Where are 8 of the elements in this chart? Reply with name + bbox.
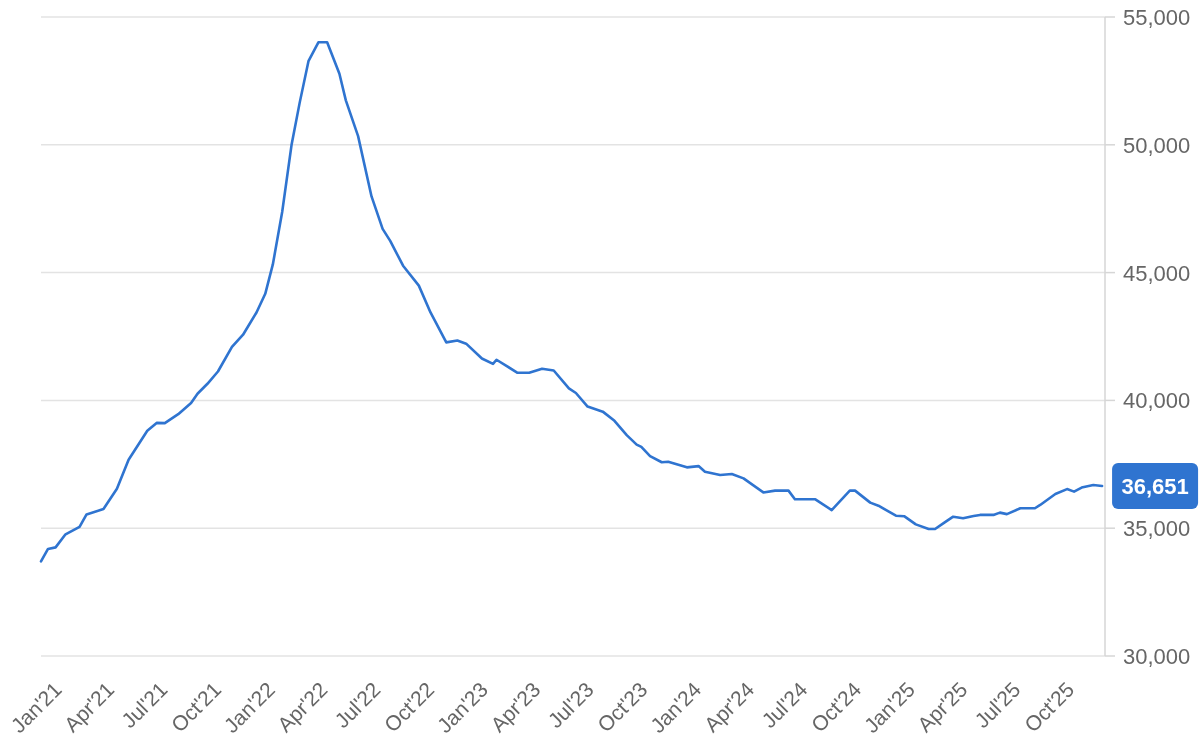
y-tick-label: 55,000 bbox=[1123, 4, 1191, 30]
y-tick-label: 35,000 bbox=[1123, 515, 1191, 541]
y-tick-label: 45,000 bbox=[1123, 260, 1191, 286]
y-tick-label: 50,000 bbox=[1123, 132, 1191, 158]
data-label: 36,651 bbox=[1121, 473, 1189, 499]
y-tick-label: 30,000 bbox=[1123, 643, 1191, 669]
line-series bbox=[39, 41, 1104, 563]
y-tick-label: 40,000 bbox=[1123, 387, 1191, 413]
